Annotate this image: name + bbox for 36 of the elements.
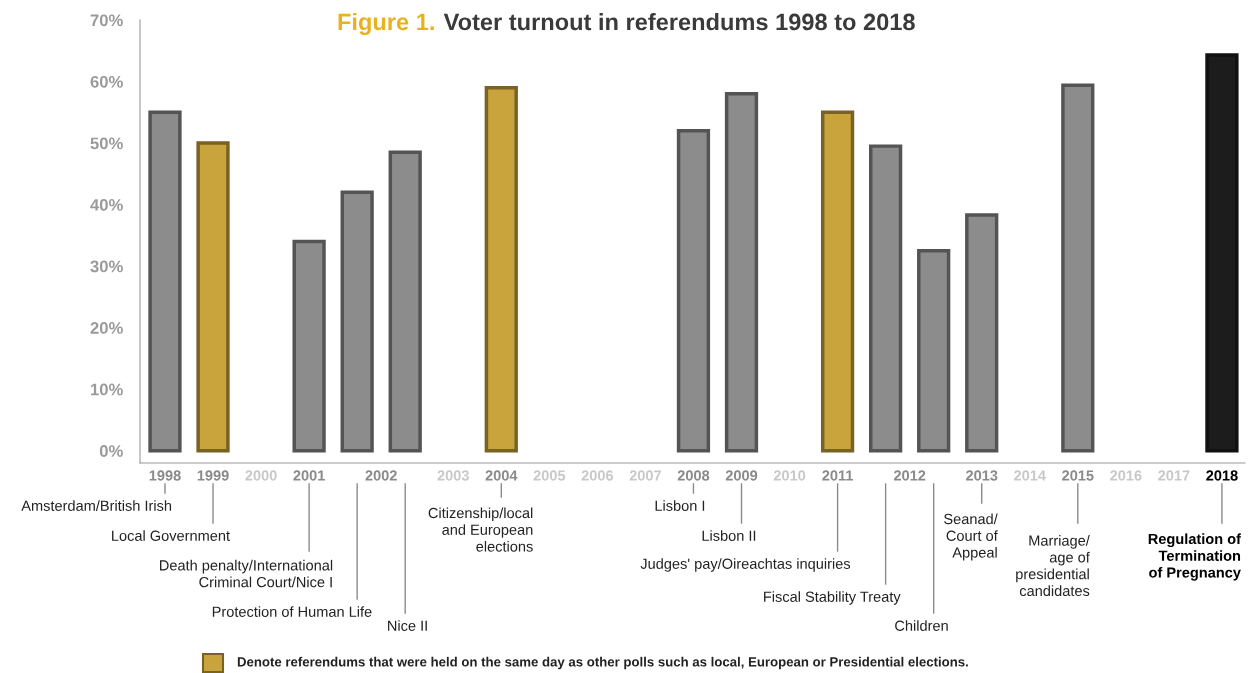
text: Citizenship/local and European elections	[428, 507, 533, 552]
text: Denote referendums that were held on the same day as other polls such as local, European or Presidential elections.	[237, 656, 968, 670]
x-tick-label: 2012	[893, 470, 926, 481]
x-tick-label: 2011	[822, 470, 854, 481]
x-tick-label: 2008	[677, 470, 710, 481]
x-tick-label: 2015	[1062, 470, 1094, 481]
text: Protection of Human Life	[212, 606, 372, 617]
x-tick-label: 2013	[966, 470, 998, 481]
x-tick-label: 2001	[293, 470, 325, 481]
y-tick-label: 50%	[90, 137, 123, 150]
y-tick-label: 0%	[99, 445, 123, 457]
text: Fiscal Stability Treaty	[764, 591, 901, 605]
text: Children	[895, 620, 948, 631]
x-tick-label: 2009	[725, 470, 758, 481]
text: Marriage/ age of presidential candidates	[1016, 535, 1090, 597]
x-tick-label: 2004	[485, 470, 518, 481]
y-tick-label: 70%	[90, 14, 123, 27]
y-tick-label: 20%	[90, 322, 123, 334]
text: Regulation of Termination of Pregnancy	[1148, 533, 1241, 581]
y-tick-label: 10%	[91, 383, 123, 396]
chart-title: Figure 1. Voter turnout in referendums 1998 to 2018	[338, 12, 915, 36]
text: Lisbon II	[702, 530, 756, 541]
text: Amsterdam/British Irish	[21, 500, 172, 511]
text: Lisbon I	[655, 500, 705, 511]
x-tick-label: 1998	[149, 470, 181, 481]
y-tick-label: 30%	[90, 260, 123, 273]
x-tick-label: 2002	[365, 470, 397, 481]
text: Nice II	[388, 620, 427, 631]
y-tick-label: 40%	[90, 198, 123, 211]
x-tick-label: 1999	[197, 470, 229, 481]
text: Death penalty/International Criminal Court/Nice I	[160, 559, 333, 588]
text: Local Government	[112, 530, 230, 541]
x-tick-label: 2018	[1206, 470, 1238, 481]
y-tick-label: 60%	[90, 75, 123, 88]
text: Judges' pay/Oireachtas inquiries	[640, 558, 851, 572]
text: Seanad/ Court of Appeal	[944, 513, 998, 561]
